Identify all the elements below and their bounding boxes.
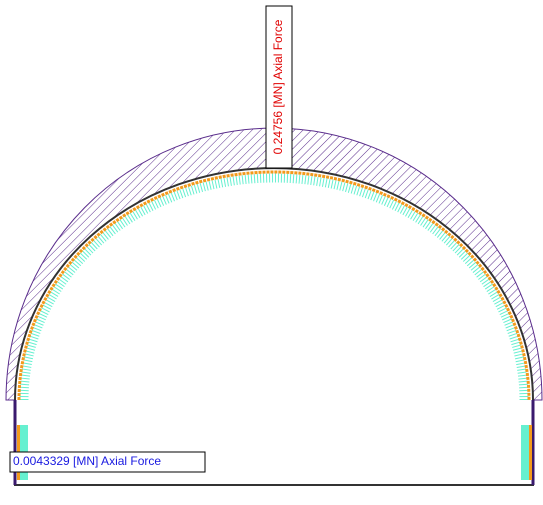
wall-cyan-right xyxy=(521,425,531,480)
min-label-box xyxy=(9,451,206,473)
max-label-box xyxy=(265,5,293,169)
orange-ticks xyxy=(17,170,531,401)
wall-orange-right xyxy=(529,425,532,480)
max-label: 0.24756 [MN] Axial Force xyxy=(271,19,285,154)
min-label: 0.0043329 [MN] Axial Force xyxy=(13,454,161,468)
